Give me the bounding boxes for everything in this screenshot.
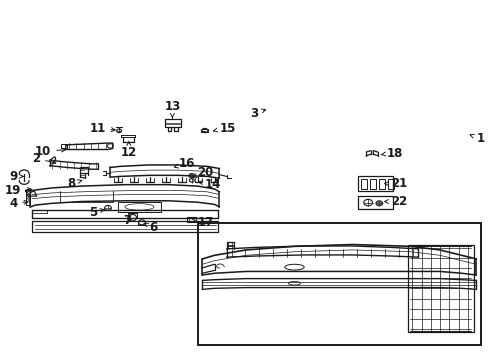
Bar xyxy=(369,179,375,189)
Text: 16: 16 xyxy=(174,157,194,170)
Text: 20: 20 xyxy=(192,166,213,179)
Bar xyxy=(358,196,392,210)
Text: 18: 18 xyxy=(380,147,402,159)
Bar xyxy=(228,242,232,248)
Text: 14: 14 xyxy=(198,178,221,191)
Bar xyxy=(361,179,366,189)
Text: 21: 21 xyxy=(384,177,407,190)
Bar xyxy=(201,129,208,132)
Circle shape xyxy=(190,175,193,177)
Text: 4: 4 xyxy=(9,197,28,210)
Bar xyxy=(379,179,385,189)
Bar xyxy=(186,217,195,222)
Circle shape xyxy=(375,201,382,206)
Bar xyxy=(61,144,67,148)
Bar xyxy=(118,202,161,212)
Text: 11: 11 xyxy=(89,122,115,135)
Text: 8: 8 xyxy=(67,177,81,190)
Text: 10: 10 xyxy=(35,145,65,158)
Text: 15: 15 xyxy=(213,122,235,135)
Text: 3: 3 xyxy=(249,107,265,120)
Text: 7: 7 xyxy=(123,214,131,227)
Text: 2: 2 xyxy=(32,152,56,165)
Bar xyxy=(197,223,480,345)
Bar xyxy=(358,176,392,192)
Bar xyxy=(407,244,473,332)
Bar xyxy=(387,179,393,189)
Text: 6: 6 xyxy=(143,221,157,234)
Text: 12: 12 xyxy=(121,141,137,159)
Text: 19: 19 xyxy=(4,184,31,197)
Text: 22: 22 xyxy=(384,195,407,208)
Text: 9: 9 xyxy=(9,170,23,183)
Text: 5: 5 xyxy=(89,206,104,219)
Text: 1: 1 xyxy=(469,132,483,145)
Text: 13: 13 xyxy=(164,100,180,118)
Text: 17: 17 xyxy=(192,216,213,229)
